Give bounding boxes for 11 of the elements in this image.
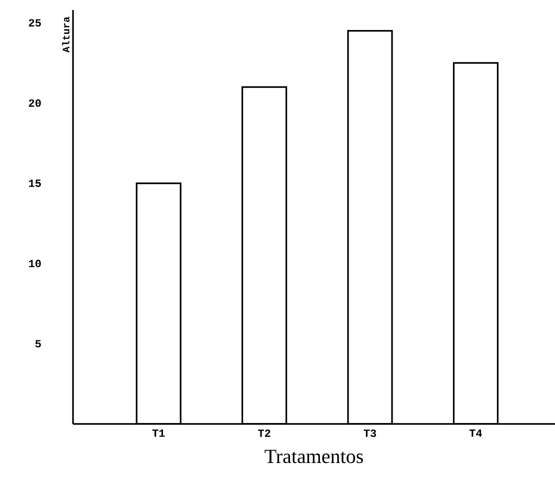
- x-tick-label: T3: [364, 430, 376, 437]
- y-tick-label: 25: [28, 19, 41, 27]
- x-axis-title: Tratamentos: [264, 450, 363, 464]
- y-tick-label: 10: [29, 260, 41, 268]
- y-tick-label: 5: [35, 340, 41, 348]
- y-axis-title: Altura: [62, 16, 70, 53]
- x-tick-label: T4: [469, 430, 482, 437]
- x-tick-label: T1: [152, 430, 165, 437]
- y-tick-label: 20: [28, 99, 41, 107]
- y-tick-label: 15: [29, 180, 41, 187]
- x-tick-label: T2: [258, 430, 270, 437]
